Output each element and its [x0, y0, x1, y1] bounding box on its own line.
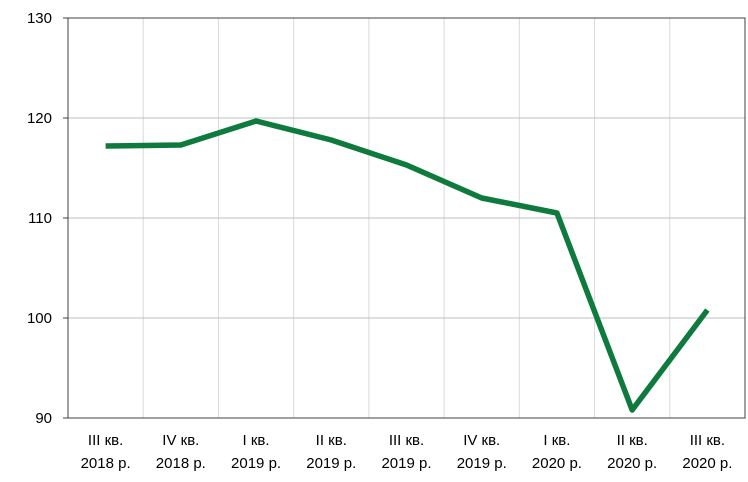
- line: [105, 118, 710, 413]
- plot-frame: [67, 17, 746, 419]
- y-tick-label: 110: [28, 210, 52, 227]
- x-tick-label: I кв. 2020 р.: [532, 432, 582, 472]
- x-tick-label: III кв. 2020 р.: [682, 432, 732, 472]
- y-tick-label: 130: [27, 10, 52, 27]
- x-tick-label: IV кв. 2018 р.: [156, 432, 206, 472]
- x-tick-label: III кв. 2019 р.: [381, 432, 431, 472]
- x-tick-label: IV кв. 2019 р.: [457, 432, 507, 472]
- y-tick-label: 120: [27, 110, 52, 127]
- x-tick-label: II кв. 2019 р.: [306, 432, 356, 472]
- x-tick-label: III кв. 2018 р.: [81, 432, 131, 472]
- y-tick-label: 100: [27, 310, 52, 327]
- x-tick-label: I кв. 2019 р.: [231, 432, 281, 472]
- x-tick-label: II кв. 2020 р.: [607, 432, 657, 472]
- y-tick-label: 90: [35, 410, 52, 427]
